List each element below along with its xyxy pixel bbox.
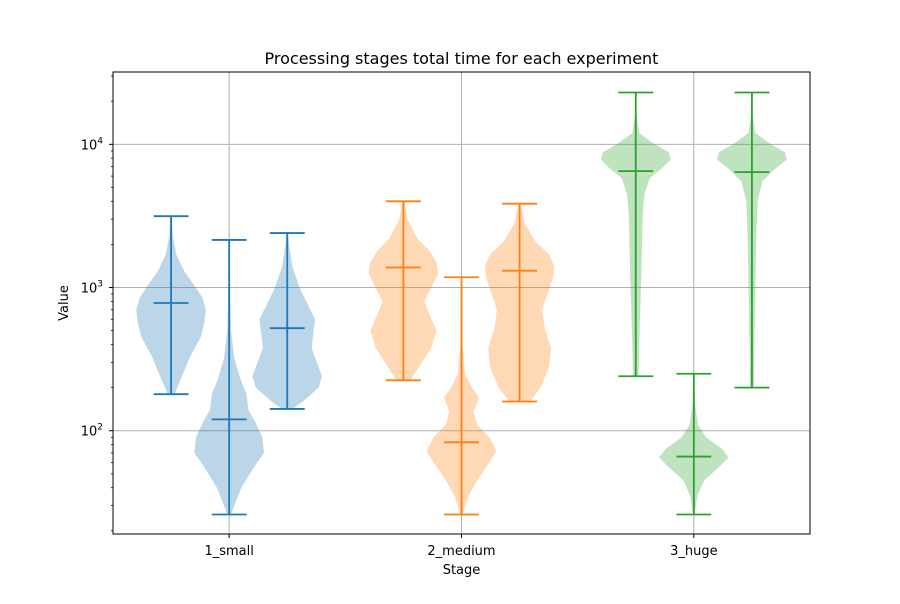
y-tick-label: 104 bbox=[81, 136, 104, 153]
x-tick-label: 2_medium bbox=[427, 544, 495, 559]
y-axis-label: Value bbox=[57, 285, 72, 321]
y-tick-label: 102 bbox=[81, 423, 103, 440]
x-axis-label: Stage bbox=[443, 563, 481, 578]
ticks: 1_small 2_medium 3_huge 102 103 104 bbox=[81, 75, 718, 559]
y-tick-label: 103 bbox=[81, 280, 103, 297]
violins bbox=[136, 91, 787, 516]
chart-title: Processing stages total time for each ex… bbox=[265, 49, 659, 68]
x-tick-label: 1_small bbox=[204, 544, 253, 559]
x-tick-label: 3_huge bbox=[670, 544, 718, 559]
